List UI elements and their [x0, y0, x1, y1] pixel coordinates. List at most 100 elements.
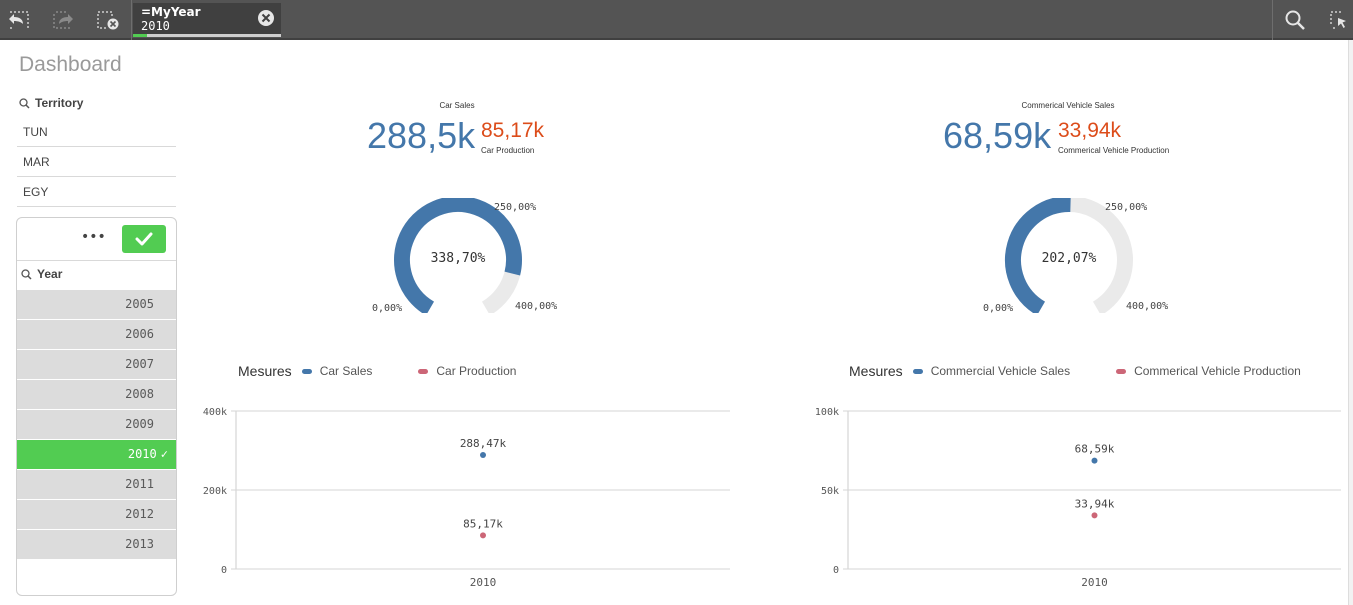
gauge-min-label: 0,00%	[983, 303, 1014, 314]
data-point[interactable]	[480, 532, 486, 539]
toolbar: =MyYear 2010	[0, 0, 1353, 40]
kpi-secondary-label: Commerical Vehicle Production	[1058, 146, 1170, 155]
gauge-mid-label: 250,00%	[1105, 202, 1148, 213]
gauge-mid-label: 250,00%	[494, 202, 537, 213]
year-label: 2005	[125, 297, 154, 311]
legend-item[interactable]: Commercial Vehicle Sales	[912, 364, 1071, 378]
year-label: 2006	[125, 327, 154, 341]
x-tick-label: 2010	[1081, 576, 1108, 589]
y-tick-label: 400k	[203, 407, 227, 418]
territory-list-item[interactable]: TUN	[17, 117, 176, 147]
remove-selection-icon[interactable]	[257, 9, 275, 27]
legend-item[interactable]: Commerical Vehicle Production	[1116, 364, 1301, 378]
kpi-secondary-value: 33,94k	[1058, 119, 1122, 142]
year-list-item[interactable]: 2007	[17, 350, 176, 379]
search-icon	[19, 97, 30, 109]
year-list-item-selected[interactable]: 2010 ✓	[17, 440, 176, 469]
legend-item[interactable]: Car Sales	[301, 364, 373, 378]
year-list-item[interactable]: 2008	[17, 380, 176, 409]
data-label: 85,17k	[463, 517, 503, 530]
x-tick-label: 2010	[470, 576, 497, 589]
year-label: 2009	[125, 417, 154, 431]
year-filter-header[interactable]: Year	[21, 267, 62, 281]
data-point[interactable]	[1091, 512, 1098, 519]
legend-title: Mesures	[849, 363, 903, 379]
gauge-max-label: 400,00%	[1126, 301, 1169, 312]
gauge-max-label: 400,00%	[515, 301, 558, 312]
year-filter-label: Year	[37, 267, 63, 281]
year-label: 2013	[125, 537, 154, 551]
year-label: 2008	[125, 387, 154, 401]
y-tick-label: 200k	[203, 486, 227, 497]
legend-swatch	[418, 368, 429, 374]
undo-icon	[9, 11, 29, 29]
selection-state-bar	[133, 34, 281, 37]
kpi-title: Car Sales	[439, 101, 475, 110]
year-list-item[interactable]: 2012	[17, 500, 176, 529]
gauge-fill	[394, 198, 522, 313]
toolbar-divider	[1272, 0, 1273, 40]
data-point[interactable]	[480, 452, 486, 459]
year-list-item[interactable]: 2006	[17, 320, 176, 349]
gauge-fill	[1005, 198, 1071, 313]
legend-item[interactable]: Car Production	[418, 364, 516, 378]
data-label: 68,59k	[1075, 443, 1115, 456]
gauge-chart	[394, 198, 522, 313]
selection-state-fill	[133, 34, 147, 37]
clear-selections-icon	[97, 11, 119, 30]
year-label: 2011	[125, 477, 154, 491]
legend-label: Car Production	[436, 364, 517, 378]
legend-label: Car Sales	[319, 364, 373, 378]
kpi-main-value: 68,59k	[943, 115, 1052, 156]
legend-label: Commercial Vehicle Sales	[930, 364, 1071, 378]
gauge-value-label: 338,70%	[430, 251, 486, 266]
legend-label: Commerical Vehicle Production	[1134, 364, 1301, 378]
year-label: 2012	[125, 507, 154, 521]
y-tick-label: 0	[833, 565, 839, 576]
redo-icon	[53, 11, 73, 29]
selections-tool-button[interactable]	[1322, 5, 1353, 35]
year-list-item[interactable]: 2005	[17, 290, 176, 319]
territory-list-item[interactable]: MAR	[17, 147, 176, 177]
search-button[interactable]	[1278, 5, 1312, 35]
undo-button[interactable]	[3, 5, 37, 35]
redo-button[interactable]	[47, 5, 81, 35]
data-point[interactable]	[1091, 457, 1098, 464]
year-label: 2007	[125, 357, 154, 371]
current-selection-chip[interactable]: =MyYear 2010	[133, 3, 281, 37]
year-list-item[interactable]: 2009	[17, 410, 176, 439]
kpi-title: Commerical Vehicle Sales	[1021, 101, 1115, 110]
sheet	[0, 40, 1353, 605]
toolbar-divider	[131, 0, 132, 40]
legend-swatch	[301, 368, 312, 374]
year-label: 2010	[127, 447, 157, 461]
kpi-main-value: 288,5k	[367, 115, 476, 156]
scatter-chart: 0 200k 400k 2010 288,47k 85,17k	[203, 407, 730, 589]
sheet-scrollbar[interactable]	[1348, 40, 1353, 605]
y-tick-label: 0	[221, 565, 227, 576]
data-label: 33,94k	[1075, 497, 1115, 510]
gauge-chart	[1005, 198, 1133, 313]
selections-tool-icon	[1330, 11, 1346, 29]
more-options-button[interactable]: •••	[81, 229, 106, 245]
year-listbox: ••• Year 2005 2006 2007 2008 2009 2010 ✓ 2011 20…	[16, 217, 177, 596]
chart-legend: Mesures Car Sales Car Production	[238, 363, 562, 379]
check-icon: ✓	[160, 447, 168, 461]
search-icon	[21, 268, 32, 280]
year-list-item[interactable]: 2013	[17, 530, 176, 559]
legend-title: Mesures	[238, 363, 292, 379]
y-tick-label: 50k	[821, 486, 839, 497]
confirm-selection-button[interactable]	[122, 225, 166, 253]
gauge-min-label: 0,00%	[372, 303, 403, 314]
kpi-secondary-value: 85,17k	[481, 119, 545, 142]
checkmark-icon	[135, 232, 153, 246]
legend-swatch	[912, 368, 923, 374]
scatter-chart: 0 50k 100k 2010 68,59k 33,94k	[815, 407, 1341, 589]
page-title: Dashboard	[19, 53, 122, 76]
territory-filter-header[interactable]: Territory	[19, 96, 83, 110]
clear-selections-button[interactable]	[91, 5, 125, 35]
gauge-value-label: 202,07%	[1041, 251, 1097, 266]
year-list-item[interactable]: 2011	[17, 470, 176, 499]
territory-list-item[interactable]: EGY	[17, 177, 176, 207]
data-label: 288,47k	[460, 437, 507, 450]
